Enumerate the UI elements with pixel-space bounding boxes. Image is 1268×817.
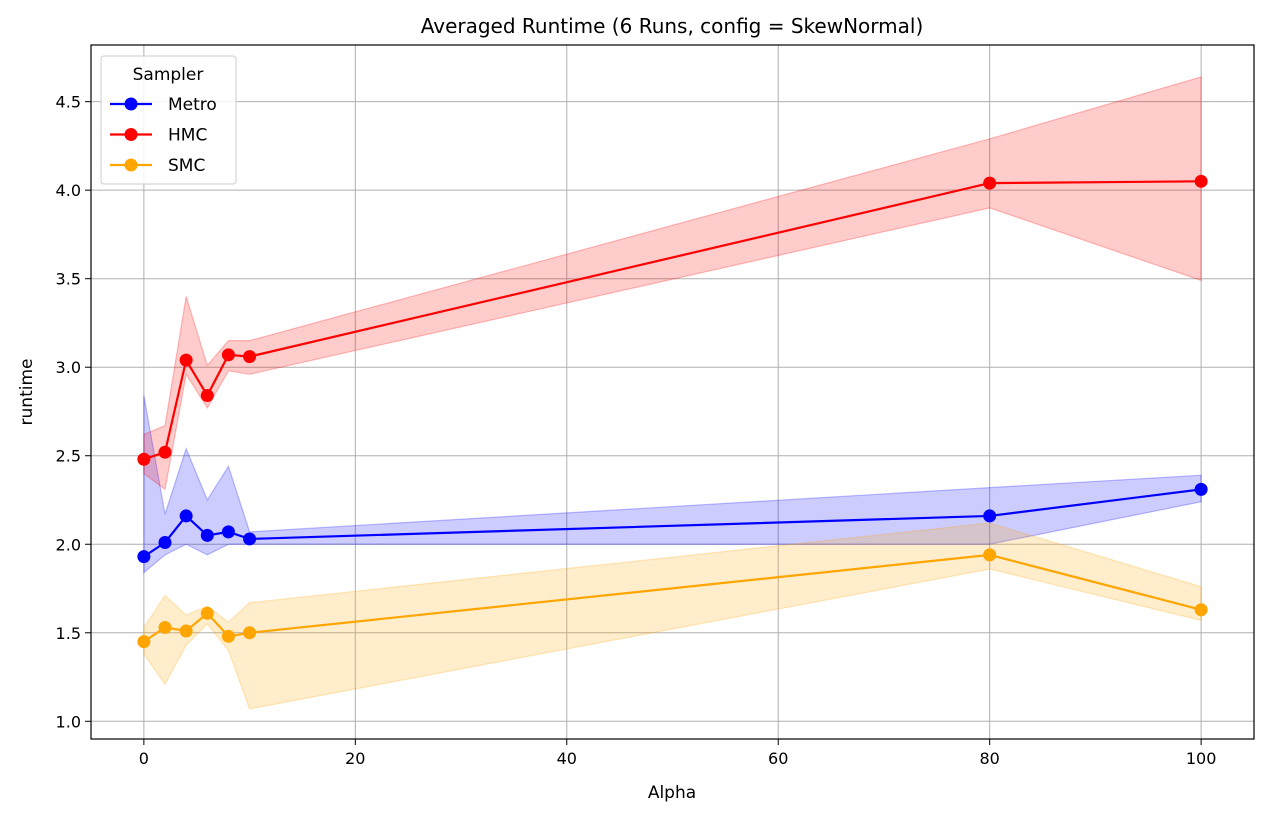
legend-label-smc: SMC [168, 156, 205, 176]
y-tick-label: 1.0 [56, 712, 81, 731]
legend-box [100, 55, 237, 185]
legend-marker-metro [124, 97, 138, 111]
legend-label-hmc: HMC [168, 126, 207, 146]
chart-title: Averaged Runtime (6 Runs, config = SkewN… [421, 14, 924, 38]
point-smc [158, 620, 172, 634]
point-hmc [243, 350, 257, 364]
grid-lines [91, 45, 1254, 739]
point-hmc [983, 176, 997, 190]
point-hmc [158, 445, 172, 459]
x-tick-label: 20 [345, 749, 365, 768]
x-tick-label: 40 [557, 749, 577, 768]
axis-ticks: 0 20 40 60 80 100 1.0 1.5 2.0 2.5 3.0 3.5 4.0 4.5 [56, 93, 1217, 768]
point-smc [983, 548, 997, 562]
y-tick-label: 4.5 [56, 93, 81, 112]
y-axis-label: runtime [17, 359, 37, 426]
line-hmc [143, 180, 1202, 461]
y-tick-label: 4.0 [56, 181, 81, 200]
point-metro [200, 528, 214, 542]
y-tick-label: 2.5 [56, 447, 81, 466]
band-hmc [143, 76, 1202, 491]
y-tick-label: 1.5 [56, 624, 81, 643]
plot-frame [90, 44, 1255, 740]
point-smc [137, 635, 151, 649]
confidence-bands [143, 76, 1202, 710]
point-hmc [137, 452, 151, 466]
point-smc [1194, 603, 1208, 617]
y-tick-label: 3.0 [56, 358, 81, 377]
y-tick-label: 3.5 [56, 270, 81, 289]
point-smc [179, 624, 193, 638]
band-metro [143, 395, 1202, 574]
point-hmc [179, 353, 193, 367]
legend-title: Sampler [133, 65, 204, 85]
legend: Sampler Metro HMC SMC [100, 55, 237, 185]
series-points [137, 174, 1208, 649]
point-metro [983, 509, 997, 523]
point-metro [243, 532, 257, 546]
point-hmc [1194, 174, 1208, 188]
point-hmc [200, 389, 214, 403]
point-metro [221, 525, 235, 539]
plot-area [91, 45, 1254, 739]
point-smc [200, 606, 214, 620]
x-tick-label: 0 [139, 749, 149, 768]
point-metro [158, 535, 172, 549]
point-metro [137, 550, 151, 564]
band-smc [143, 522, 1202, 710]
point-smc [243, 626, 257, 640]
x-axis-label: Alpha [648, 783, 696, 803]
point-hmc [221, 348, 235, 362]
x-tick-label: 100 [1186, 749, 1217, 768]
x-tick-label: 60 [768, 749, 788, 768]
legend-label-metro: Metro [168, 95, 217, 115]
legend-entries: Metro HMC SMC [110, 95, 217, 176]
point-smc [221, 629, 235, 643]
point-metro [179, 509, 193, 523]
legend-marker-hmc [124, 128, 138, 141]
legend-marker-smc [124, 158, 138, 172]
point-metro [1194, 482, 1208, 496]
x-tick-label: 80 [980, 749, 1000, 768]
y-tick-label: 2.0 [56, 535, 81, 554]
